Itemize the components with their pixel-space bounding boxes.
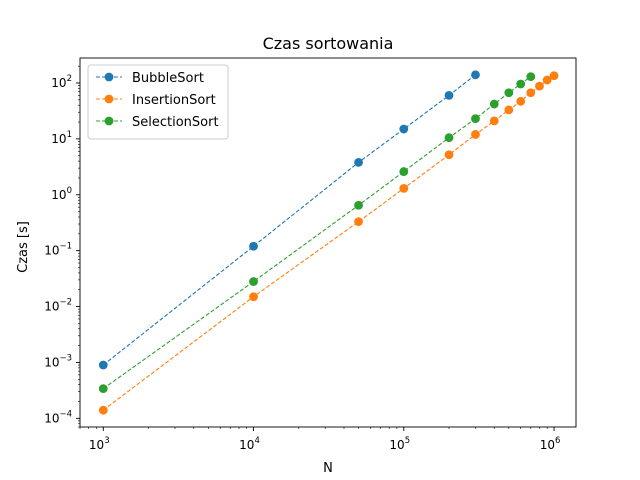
- data-point: [249, 292, 258, 302]
- y-tick-label: 102: [51, 74, 72, 90]
- chart-title: Czas sortowania: [263, 34, 394, 53]
- legend-label-2: SelectionSort: [132, 115, 219, 130]
- data-point: [444, 133, 454, 143]
- data-point: [444, 150, 454, 160]
- legend: BubbleSort InsertionSort SelectionSort: [87, 64, 229, 140]
- y-tick-label: 10−2: [44, 298, 72, 314]
- legend-marker-2: [104, 116, 114, 126]
- data-point: [542, 75, 552, 85]
- data-point: [489, 116, 499, 126]
- y-tick-label: 10−1: [44, 242, 72, 258]
- data-point: [354, 157, 363, 167]
- series-line-2: [102, 76, 532, 390]
- legend-label-0: BubbleSort: [132, 71, 204, 86]
- axes-frame: [79, 57, 577, 428]
- data-point: [489, 99, 499, 109]
- data-point: [444, 90, 454, 100]
- x-axis-label: N: [323, 461, 333, 476]
- data-point: [98, 405, 108, 415]
- y-tick-label: 10−4: [44, 409, 72, 425]
- legend-marker-1: [104, 94, 114, 104]
- x-tick-label: 106: [540, 436, 561, 452]
- data-point: [399, 184, 409, 193]
- legend-label-1: InsertionSort: [132, 93, 216, 108]
- legend-box: [87, 64, 229, 140]
- data-point: [354, 200, 363, 210]
- data-point: [399, 167, 409, 176]
- legend-marker-0: [104, 72, 114, 82]
- data-point: [504, 88, 514, 98]
- data-point: [98, 360, 108, 370]
- y-axis-label: Czas [s]: [16, 221, 31, 273]
- data-point: [354, 217, 363, 227]
- data-point: [516, 96, 526, 106]
- data-point: [98, 384, 108, 394]
- data-point: [249, 277, 258, 286]
- axes: 103 104 105 106 10−4 10−3 10−2 10−1 100 101 102: [44, 57, 577, 452]
- x-tick-label: 103: [89, 436, 110, 452]
- data-point: [249, 241, 258, 251]
- y-tick-label: 10−3: [44, 353, 72, 369]
- data-point: [535, 81, 544, 91]
- data-point: [471, 70, 480, 80]
- series-line-0: [102, 74, 476, 366]
- x-tick-label: 105: [389, 436, 410, 452]
- data-point: [471, 130, 480, 139]
- y-tick-label: 100: [51, 186, 72, 202]
- plot-area: [98, 70, 559, 415]
- data-point: [549, 71, 559, 81]
- data-point: [399, 124, 409, 134]
- x-tick-label: 104: [239, 436, 260, 452]
- data-point: [471, 114, 480, 124]
- data-point: [504, 105, 514, 115]
- y-tick-label: 101: [51, 130, 72, 146]
- data-point: [516, 79, 526, 89]
- data-point: [526, 88, 536, 98]
- data-point: [526, 72, 536, 82]
